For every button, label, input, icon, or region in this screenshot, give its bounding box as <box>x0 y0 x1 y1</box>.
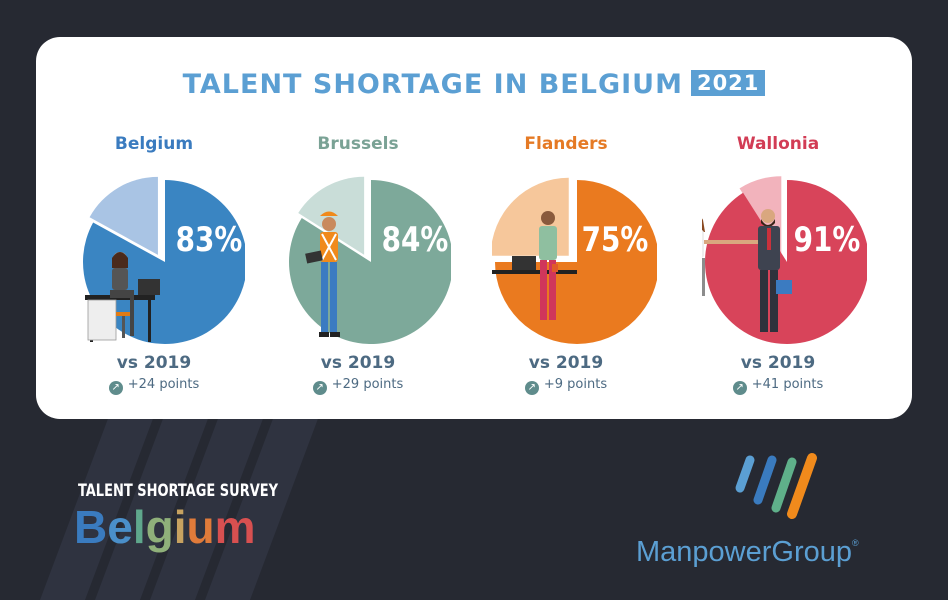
country-wordmark-text: Belgium <box>74 501 256 553</box>
pie-slice-shortage-belgium <box>83 180 245 344</box>
region-title-wallonia: Wallonia <box>736 134 820 154</box>
delta-flanders: ↗ +9 points <box>466 377 666 395</box>
pct-label-brussels: 84% <box>381 220 449 260</box>
pie-slice-rest-flanders <box>492 177 569 256</box>
infographic-card: TALENT SHORTAGE IN BELGIUM 2021 Belgium 8… <box>36 37 912 419</box>
vs-label-brussels: vs 2019 <box>320 353 396 373</box>
pie-brussels <box>289 176 451 344</box>
delta-text-flanders: +9 points <box>543 377 608 392</box>
year-badge: 2021 <box>690 70 766 96</box>
brand-name-text: ManpowerGroup <box>636 536 852 568</box>
pie-slice-shortage-brussels <box>289 180 451 344</box>
pie-belgium <box>83 176 245 344</box>
survey-label: TALENT SHORTAGE SURVEY <box>78 481 279 501</box>
chart-title: TALENT SHORTAGE IN BELGIUM 2021 <box>36 69 912 100</box>
vs-label-wallonia: vs 2019 <box>740 353 816 373</box>
handshake-icon <box>702 209 792 332</box>
vs-label-belgium: vs 2019 <box>116 353 192 373</box>
trend-up-icon: ↗ <box>312 381 327 395</box>
delta-wallonia: ↗ +41 points <box>678 377 878 395</box>
pie-flanders <box>492 177 657 344</box>
pie-slice-shortage-flanders <box>495 180 657 344</box>
standing-worker-icon <box>492 211 577 320</box>
region-title-brussels: Brussels <box>317 134 399 154</box>
trend-up-icon: ↗ <box>732 381 747 395</box>
pct-label-wallonia: 91% <box>793 220 861 260</box>
pie-wallonia <box>702 176 867 344</box>
brand-name: ManpowerGroup® <box>636 536 859 569</box>
pct-label-flanders: 75% <box>581 220 649 260</box>
trend-up-icon: ↗ <box>524 381 539 395</box>
registered-mark: ® <box>852 538 859 548</box>
manpower-logo-icon <box>735 453 817 519</box>
construction-worker-icon <box>305 211 340 337</box>
office-worker-icon <box>85 252 160 342</box>
pct-label-belgium: 83% <box>175 220 243 260</box>
pie-slice-shortage-wallonia <box>705 180 867 344</box>
delta-text-wallonia: +41 points <box>751 377 824 392</box>
chart-title-text: TALENT SHORTAGE IN BELGIUM <box>182 69 683 100</box>
delta-brussels: ↗ +29 points <box>258 377 458 395</box>
pie-slice-rest-belgium <box>89 176 158 255</box>
delta-text-belgium: +24 points <box>127 377 200 392</box>
trend-up-icon: ↗ <box>108 381 123 395</box>
country-wordmark: Belgium <box>74 500 256 554</box>
delta-belgium: ↗ +24 points <box>54 377 254 395</box>
vs-label-flanders: vs 2019 <box>528 353 604 373</box>
region-title-flanders: Flanders <box>524 134 608 154</box>
region-title-belgium: Belgium <box>114 134 194 154</box>
delta-text-brussels: +29 points <box>331 377 404 392</box>
